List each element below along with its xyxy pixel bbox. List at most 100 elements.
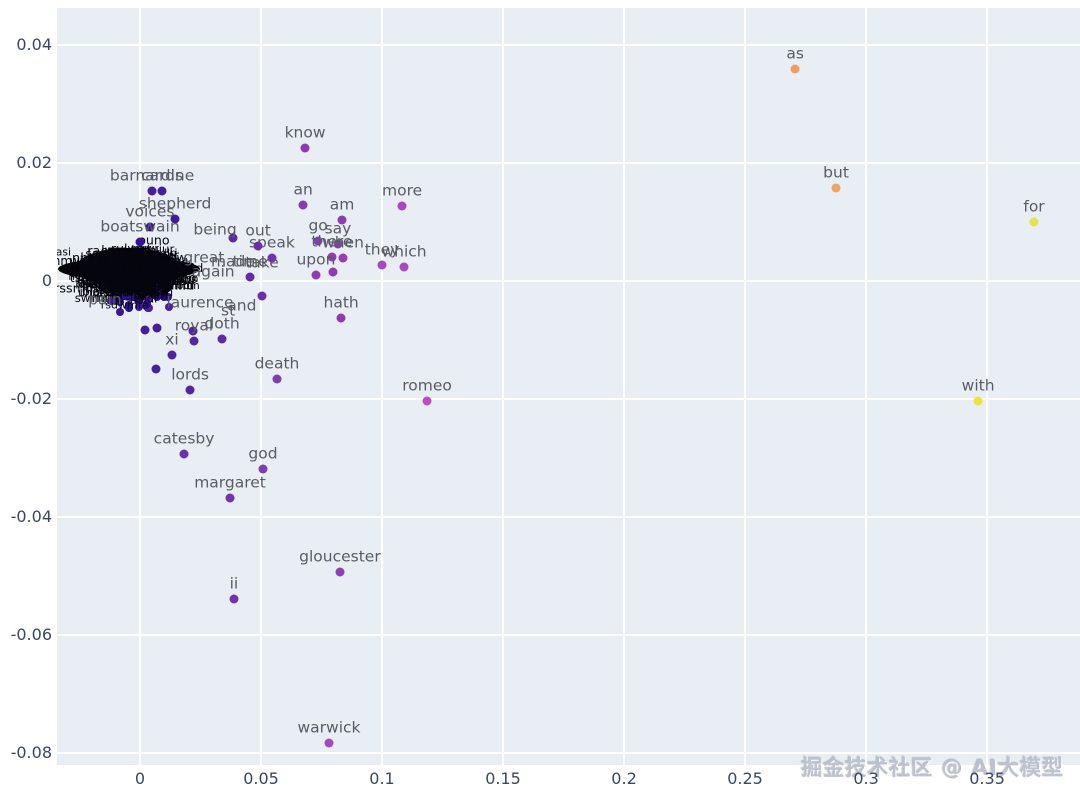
cluster-dot <box>110 296 119 305</box>
data-point <box>179 449 189 459</box>
overplot-text-fragment: twohue <box>131 266 176 281</box>
overplot-text-fragment: srdt <box>130 266 151 278</box>
overplot-text-fragment: sauiu <box>85 247 119 262</box>
cluster-dot <box>142 299 151 308</box>
data-point <box>327 252 337 262</box>
point-label: doth <box>204 314 240 333</box>
overplot-text-fragment: olhneh <box>120 266 157 279</box>
point-label: out <box>245 221 271 240</box>
overplot-text-fragment: mawa <box>155 253 189 267</box>
point-label: upon <box>296 250 336 269</box>
data-point <box>135 237 145 247</box>
overplot-text-fragment: ndiwn <box>139 257 178 273</box>
overplot-text-fragment: mlhts <box>101 265 138 281</box>
cluster-dot <box>143 294 152 303</box>
overplot-text-fragment: lwaruo <box>80 271 117 284</box>
overplot-text-fragment: wawete <box>121 277 170 292</box>
cluster-dot <box>147 283 156 292</box>
point-label: margaret <box>194 473 266 492</box>
overplot-text-fragment: oeima <box>140 263 172 275</box>
overplot-text-fragment: uanr <box>114 274 144 290</box>
y-tick-label: 0.02 <box>16 153 52 173</box>
overplot-text-fragment: torra <box>112 277 142 292</box>
overplot-text-fragment: moe <box>108 273 134 288</box>
cluster-dot <box>159 271 168 280</box>
cluster-dot <box>127 293 136 302</box>
overplot-text-fragment: waderd <box>131 264 172 278</box>
overplot-text-fragment: mandus <box>77 260 122 274</box>
point-label: being <box>193 220 237 239</box>
data-point <box>152 323 162 333</box>
overplot-text-fragment: hnmnd <box>148 278 195 294</box>
overplot-text-fragment: hmll <box>122 273 151 289</box>
y-tick-label: -0.08 <box>10 743 52 763</box>
overplot-text-fragment: uasow <box>133 288 169 302</box>
cluster-dot <box>120 291 129 300</box>
overplot-text-fragment: eouu <box>111 254 141 269</box>
overplot-text-fragment: eemoom <box>154 279 200 292</box>
point-label: there <box>311 232 353 251</box>
data-point <box>397 201 407 211</box>
overplot-text-fragment: nso <box>124 269 147 285</box>
overplot-text-fragment: aowsu <box>89 266 126 280</box>
point-label: st <box>221 301 236 320</box>
overplot-text-fragment: mnnum <box>107 243 157 259</box>
gridline-horizontal <box>57 398 1080 401</box>
overplot-text-fragment: nsths <box>131 256 161 270</box>
overplot-text-fragment: utmm <box>159 279 194 293</box>
point-label: as <box>786 44 804 63</box>
gridline-vertical <box>260 8 263 765</box>
x-tick-label: 0.05 <box>243 769 279 788</box>
overplot-text-fragment: wti <box>144 251 163 266</box>
overplot-text-fragment: ahuomh <box>88 251 134 265</box>
overplot-text-fragment: aduuao <box>78 274 125 290</box>
point-label: made <box>210 252 255 271</box>
overplot-text-fragment: hdnnm <box>151 265 191 279</box>
overplot-text-fragment: drmsosh <box>154 272 199 285</box>
overplot-text-fragment: mrrnid <box>105 269 139 281</box>
overplot-text-fragment: miws <box>116 248 149 264</box>
overplot-text-fragment: rharsrn <box>128 283 174 299</box>
overplot-text-fragment: hsot <box>126 269 152 284</box>
cluster-dot <box>106 297 115 306</box>
overplot-text-fragment: unn <box>111 279 136 295</box>
overplot-text-fragment: ioialso <box>79 284 117 299</box>
overplot-text-fragment: nwnw <box>155 271 192 287</box>
data-point <box>311 270 321 280</box>
overplot-text-fragment: ouhi <box>126 283 155 299</box>
overplot-text-fragment: hdhws <box>108 265 146 280</box>
overplot-text-fragment: rlehr <box>151 248 180 263</box>
overplot-text-fragment: ttmwro <box>101 284 139 297</box>
overplot-text-fragment: uwltld <box>98 269 133 284</box>
overplot-text-fragment: outs <box>108 270 133 284</box>
overplot-text-fragment: wodia <box>130 258 162 271</box>
point-label: am <box>329 195 355 214</box>
overplot-text-fragment: duwto <box>118 268 152 281</box>
overplot-text-fragment: wuwl <box>103 266 133 281</box>
point-label: catesby <box>153 429 215 448</box>
overplot-text-fragment: hea <box>127 261 149 275</box>
overplot-text-fragment: rom <box>153 267 174 279</box>
overplot-text-fragment: sohttr <box>92 263 126 277</box>
overplot-text-fragment: teehdu <box>143 273 187 288</box>
overplot-text-fragment: udomrm <box>108 258 159 273</box>
data-point <box>336 313 346 323</box>
overplot-text-fragment: neame <box>103 279 141 293</box>
data-point <box>973 396 983 406</box>
overplot-text-fragment: sldm <box>98 247 125 261</box>
overplot-text-fragment: uwo <box>125 261 149 276</box>
cluster-dot <box>135 298 144 307</box>
gridline-horizontal <box>57 516 1080 519</box>
overplot-text-fragment: wilrl <box>82 274 107 289</box>
plot-area: siia uhlmw ltmaad dlw moalun uduoser endd tmlid… <box>57 8 1080 765</box>
overplot-text-fragment: etmin <box>102 258 140 274</box>
overplot-text-fragment: mrimu <box>151 266 188 280</box>
overplot-text-fragment: uahmatw <box>105 283 160 298</box>
overplot-text-fragment: iiiltd <box>122 259 149 275</box>
overplot-text-fragment: taair <box>103 258 131 273</box>
overplot-text-fragment: hdo <box>121 269 143 284</box>
overplot-text-fragment: usw <box>150 273 173 287</box>
overplot-text-fragment: srms <box>130 256 160 271</box>
overplot-text-fragment: tdsh <box>73 262 99 277</box>
